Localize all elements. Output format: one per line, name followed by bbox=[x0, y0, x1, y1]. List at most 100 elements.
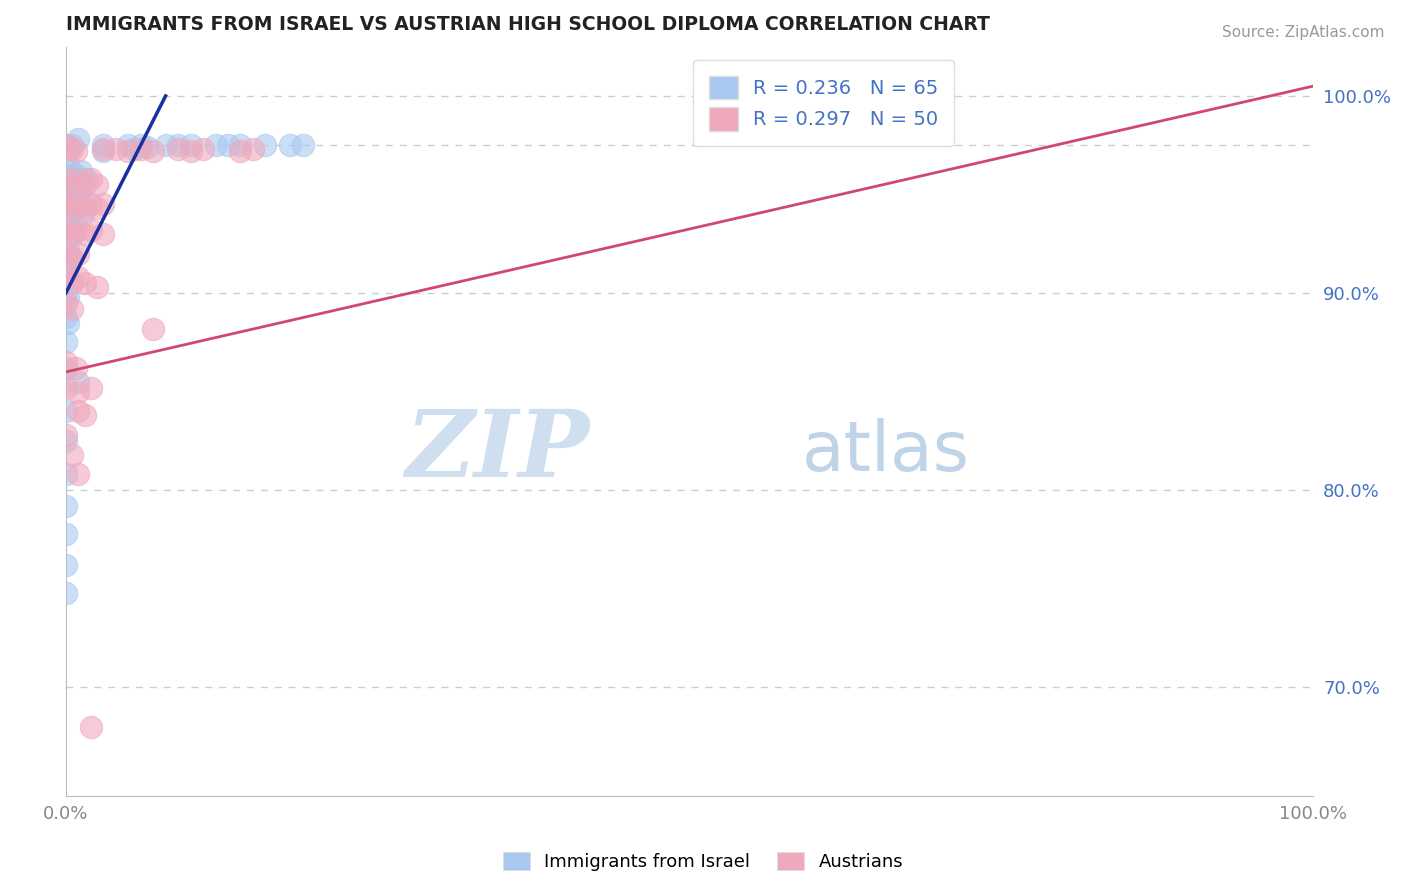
Point bbox=[65, 203, 87, 218]
Point bbox=[129, 138, 152, 153]
Text: Source: ZipAtlas.com: Source: ZipAtlas.com bbox=[1222, 25, 1385, 40]
Point bbox=[167, 142, 190, 156]
Point bbox=[55, 434, 77, 448]
Point bbox=[67, 132, 90, 146]
Point bbox=[58, 187, 80, 202]
Point bbox=[55, 355, 77, 369]
Point bbox=[58, 227, 80, 241]
Legend: R = 0.236   N = 65, R = 0.297   N = 50: R = 0.236 N = 65, R = 0.297 N = 50 bbox=[693, 60, 955, 146]
Point bbox=[60, 277, 83, 291]
Point bbox=[73, 277, 96, 291]
Point bbox=[62, 227, 84, 241]
Point bbox=[180, 138, 202, 153]
Point bbox=[86, 178, 108, 192]
Point bbox=[80, 720, 103, 734]
Point bbox=[60, 178, 83, 192]
Point bbox=[69, 191, 91, 205]
Point bbox=[86, 202, 108, 216]
Point bbox=[73, 409, 96, 423]
Point bbox=[129, 142, 152, 156]
Point bbox=[142, 321, 165, 335]
Point bbox=[80, 197, 103, 211]
Point bbox=[180, 144, 202, 158]
Point bbox=[167, 138, 190, 153]
Point bbox=[91, 144, 114, 158]
Point bbox=[67, 246, 90, 260]
Point bbox=[55, 585, 77, 599]
Text: atlas: atlas bbox=[801, 417, 970, 484]
Point bbox=[291, 138, 314, 153]
Point bbox=[55, 223, 77, 237]
Point bbox=[55, 404, 77, 418]
Point bbox=[117, 144, 139, 158]
Point bbox=[55, 428, 77, 442]
Point bbox=[58, 243, 80, 257]
Point bbox=[65, 361, 87, 376]
Point bbox=[80, 223, 103, 237]
Point bbox=[55, 246, 77, 260]
Point bbox=[59, 219, 82, 233]
Text: IMMIGRANTS FROM ISRAEL VS AUSTRIAN HIGH SCHOOL DIPLOMA CORRELATION CHART: IMMIGRANTS FROM ISRAEL VS AUSTRIAN HIGH … bbox=[66, 15, 990, 34]
Point bbox=[59, 251, 82, 265]
Point bbox=[67, 223, 90, 237]
Point bbox=[67, 384, 90, 399]
Point bbox=[55, 381, 77, 395]
Point bbox=[55, 138, 77, 153]
Point bbox=[254, 138, 277, 153]
Point bbox=[229, 138, 252, 153]
Point bbox=[80, 381, 103, 395]
Text: ZIP: ZIP bbox=[405, 406, 589, 496]
Point bbox=[67, 171, 90, 186]
Point bbox=[55, 171, 77, 186]
Point bbox=[60, 227, 83, 241]
Point bbox=[58, 203, 80, 218]
Point bbox=[55, 148, 77, 162]
Point bbox=[59, 207, 82, 221]
Point bbox=[55, 266, 77, 280]
Point bbox=[55, 296, 77, 310]
Point bbox=[60, 448, 83, 462]
Point bbox=[104, 142, 127, 156]
Point bbox=[65, 144, 87, 158]
Point bbox=[55, 286, 77, 301]
Point bbox=[75, 171, 97, 186]
Point bbox=[280, 138, 302, 153]
Point bbox=[191, 142, 214, 156]
Point bbox=[135, 140, 157, 154]
Point bbox=[65, 168, 87, 182]
Point bbox=[60, 251, 83, 265]
Point bbox=[91, 138, 114, 153]
Point bbox=[217, 138, 239, 153]
Point bbox=[55, 191, 77, 205]
Point bbox=[73, 202, 96, 216]
Point bbox=[73, 227, 96, 241]
Point bbox=[55, 526, 77, 541]
Point bbox=[117, 138, 139, 153]
Point bbox=[55, 467, 77, 482]
Point bbox=[86, 280, 108, 294]
Point bbox=[62, 171, 84, 186]
Point bbox=[58, 262, 80, 277]
Point bbox=[55, 246, 77, 260]
Point bbox=[91, 227, 114, 241]
Point bbox=[59, 164, 82, 178]
Point bbox=[55, 499, 77, 513]
Point bbox=[67, 404, 90, 418]
Point bbox=[62, 184, 84, 198]
Point bbox=[59, 191, 82, 205]
Point bbox=[72, 207, 94, 221]
Point bbox=[80, 171, 103, 186]
Point bbox=[55, 335, 77, 350]
Point bbox=[55, 310, 77, 324]
Point bbox=[242, 142, 264, 156]
Point bbox=[60, 142, 83, 156]
Point bbox=[60, 301, 83, 316]
Point bbox=[69, 164, 91, 178]
Point bbox=[55, 361, 77, 376]
Point bbox=[204, 138, 226, 153]
Point bbox=[124, 142, 146, 156]
Legend: Immigrants from Israel, Austrians: Immigrants from Israel, Austrians bbox=[495, 845, 911, 879]
Point bbox=[142, 144, 165, 158]
Point bbox=[60, 138, 83, 153]
Point bbox=[58, 316, 80, 330]
